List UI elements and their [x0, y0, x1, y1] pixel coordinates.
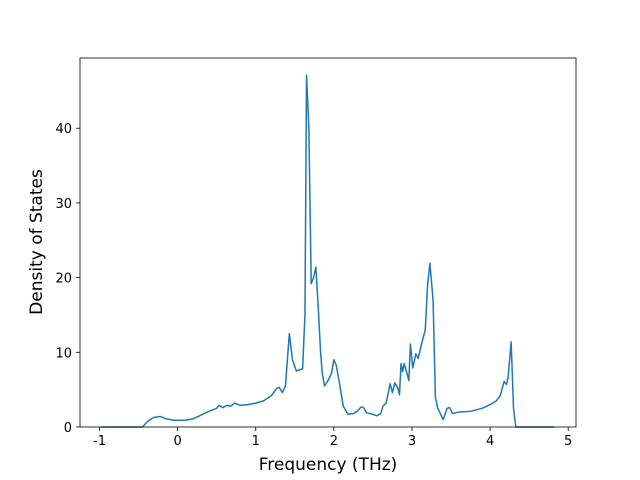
data-line	[101, 74, 555, 428]
x-tick-label: 0	[173, 434, 181, 449]
y-tick-label: 30	[55, 197, 72, 212]
x-axis-title: Frequency (THz)	[259, 455, 398, 475]
y-axis-title: Density of States	[27, 169, 47, 315]
x-tick-label: 1	[252, 434, 260, 449]
x-tick-label: 5	[564, 434, 572, 449]
x-tick-label: 3	[408, 434, 416, 449]
x-tick-label: 2	[330, 434, 338, 449]
y-tick-label: 0	[64, 421, 72, 436]
x-tick-label: 4	[486, 434, 494, 449]
plot-frame	[79, 57, 577, 428]
y-tick-label: 20	[55, 272, 72, 287]
y-tick-label: 10	[55, 346, 72, 361]
x-tick-label: -1	[93, 434, 106, 449]
y-tick-label: 40	[55, 122, 72, 137]
